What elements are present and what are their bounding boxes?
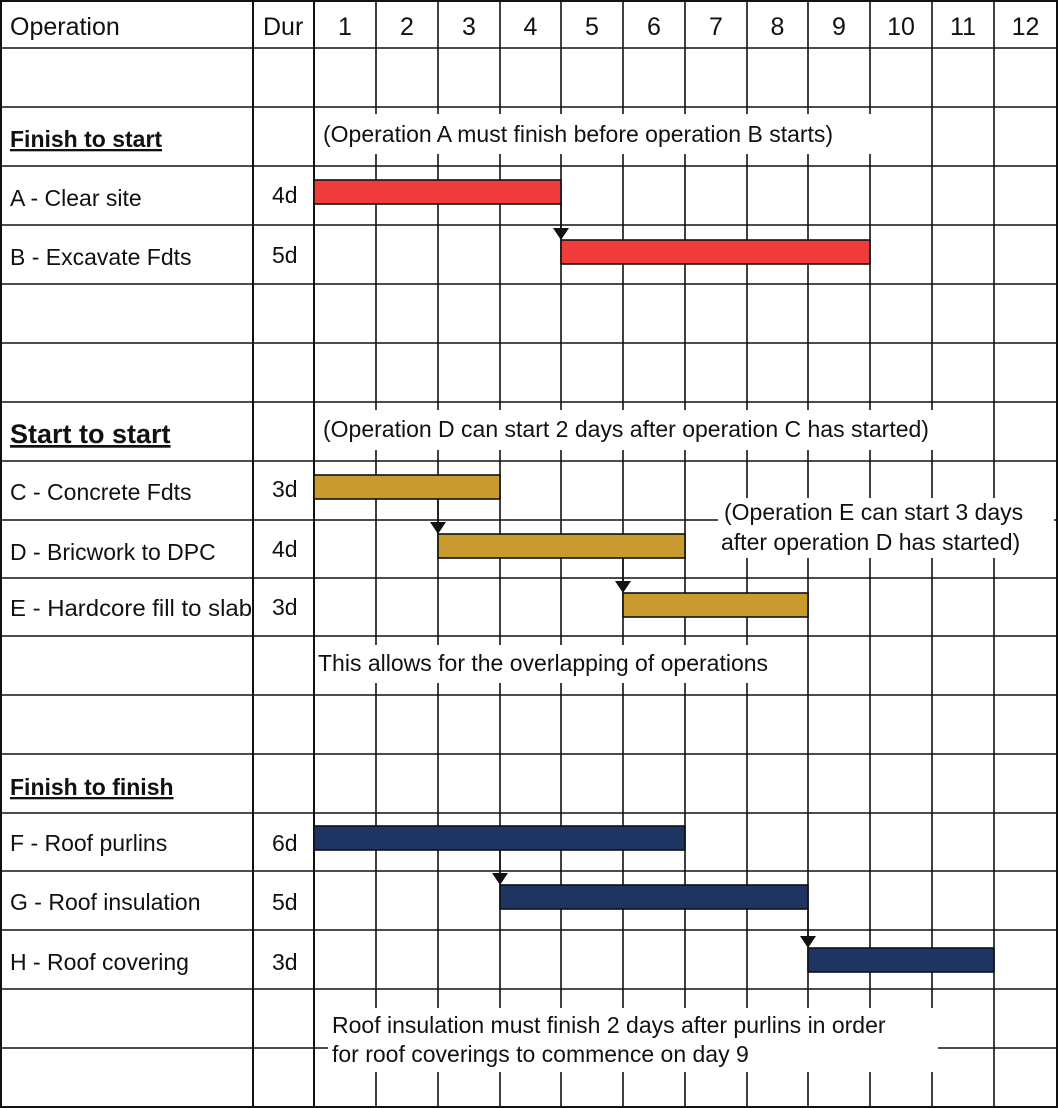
- note-backgrounds: [314, 114, 1054, 1072]
- day-header: 4: [524, 13, 538, 41]
- operation-label-h: H - Roof covering: [10, 949, 189, 975]
- task-bar-h: [807, 947, 995, 973]
- duration-a: 4d: [272, 182, 298, 208]
- task-bar-b: [560, 239, 871, 265]
- day-header: 6: [647, 13, 661, 41]
- day-headers: 1 2 3 4 5 6 7 8 9 10 11 12: [338, 13, 1039, 41]
- duration-b: 5d: [272, 242, 298, 268]
- note-start-to-start: (Operation D can start 2 days after oper…: [323, 416, 929, 442]
- operation-label-b: B - Excavate Fdts: [10, 244, 192, 270]
- operation-label-g: G - Roof insulation: [10, 889, 200, 915]
- note-bg-e: [718, 498, 1054, 558]
- note-bg-ftos: [318, 114, 880, 154]
- day-header: 8: [771, 13, 785, 41]
- task-bar-d: [437, 533, 686, 559]
- duration-g: 5d: [272, 889, 298, 915]
- dependency-arrowhead: [492, 873, 508, 885]
- day-header: 9: [832, 13, 846, 41]
- note-overlap: This allows for the overlapping of opera…: [318, 650, 768, 676]
- note-bg-overlap: [314, 645, 806, 683]
- header-operation: Operation: [10, 13, 120, 41]
- day-header: 2: [400, 13, 414, 41]
- day-header: 12: [1012, 13, 1040, 41]
- duration-e: 3d: [272, 594, 298, 620]
- task-bar-g: [499, 884, 809, 910]
- operation-label-e: E - Hardcore fill to slab: [10, 595, 252, 621]
- day-header: 7: [709, 13, 723, 41]
- dependency-arrowhead: [800, 936, 816, 948]
- section-title-finish-to-start: Finish to start: [10, 126, 162, 152]
- header-duration: Dur: [263, 13, 303, 41]
- operation-label-a: A - Clear site: [10, 185, 142, 211]
- operation-label-c: C - Concrete Fdts: [10, 479, 192, 505]
- note-e-line1: (Operation E can start 3 days: [724, 499, 1023, 525]
- task-bar-c: [313, 474, 501, 500]
- operation-label-f: F - Roof purlins: [10, 830, 167, 856]
- dependency-arrows: [430, 204, 816, 948]
- task-bars: [313, 179, 995, 973]
- duration-f: 6d: [272, 830, 298, 856]
- dependency-arrowhead: [553, 228, 569, 240]
- note-finish-to-start: (Operation A must finish before operatio…: [323, 121, 833, 147]
- duration-d: 4d: [272, 536, 298, 562]
- day-header: 3: [462, 13, 476, 41]
- task-bar-f: [313, 825, 686, 851]
- operation-label-d: D - Bricwork to DPC: [10, 539, 216, 565]
- section-title-finish-to-finish: Finish to finish: [10, 774, 174, 800]
- day-header: 1: [338, 13, 352, 41]
- day-header: 11: [950, 13, 976, 41]
- note-ff-line1: Roof insulation must finish 2 days after…: [332, 1012, 886, 1038]
- dependency-arrowhead: [430, 522, 446, 534]
- task-bar-a: [313, 179, 562, 205]
- duration-h: 3d: [272, 949, 298, 975]
- day-header: 10: [887, 13, 915, 41]
- note-bg-stos: [318, 410, 984, 450]
- note-e-line2: after operation D has started): [721, 529, 1020, 555]
- note-bg-ff: [328, 1008, 938, 1072]
- section-title-start-to-start: Start to start: [10, 419, 171, 449]
- note-ff-line2: for roof coverings to commence on day 9: [332, 1041, 749, 1067]
- duration-c: 3d: [272, 476, 298, 502]
- dependency-arrowhead: [615, 581, 631, 593]
- day-header: 5: [585, 13, 599, 41]
- task-bar-e: [622, 592, 809, 618]
